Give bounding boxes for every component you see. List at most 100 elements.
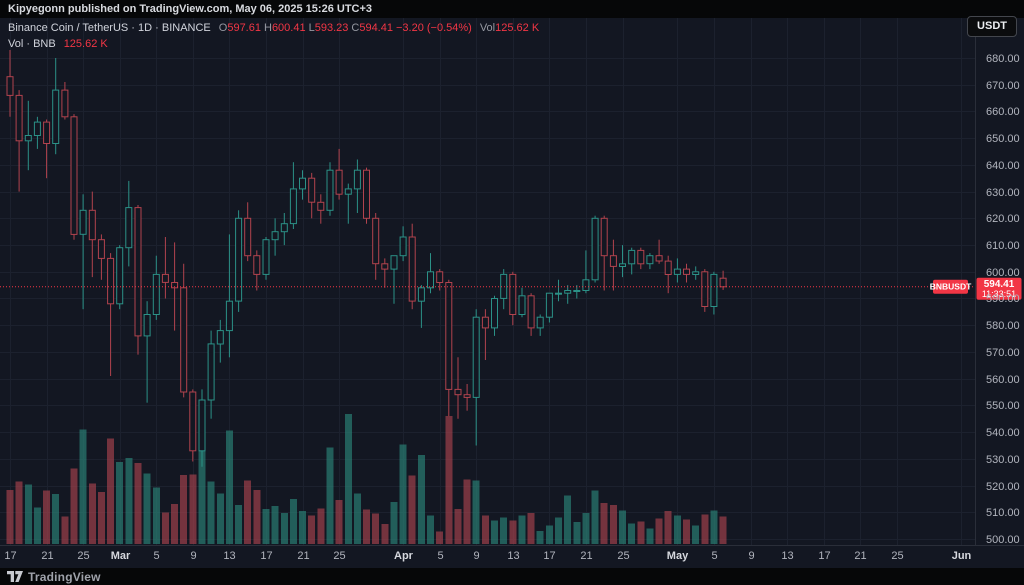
time-tick-label: 17 — [818, 550, 830, 562]
candle — [555, 279, 562, 302]
tradingview-logo-icon[interactable] — [7, 571, 23, 582]
volume-bar — [619, 510, 626, 544]
price-axis-labels[interactable]: 680.00 670.00 660.00 650.00 640.00 630.00 620.… — [986, 53, 1020, 546]
candle — [710, 271, 718, 315]
volume-bar — [180, 474, 188, 544]
volume-bar — [289, 498, 297, 544]
candle — [253, 250, 261, 291]
volume-bar — [189, 474, 197, 544]
time-tick-label: Mar — [111, 550, 131, 562]
candle — [445, 279, 453, 417]
time-tick-label: Jun — [952, 550, 972, 562]
chart-legend: Binance Coin / TetherUS · 1D · BINANCE O… — [8, 21, 539, 51]
price-tick-label: 530.00 — [986, 454, 1020, 466]
time-tick-label: 17 — [260, 550, 272, 562]
candle — [518, 287, 526, 318]
candle — [600, 215, 608, 291]
volume-bar — [710, 510, 718, 544]
svg-text:594.41: 594.41 — [984, 279, 1015, 290]
volume-bar — [573, 522, 581, 544]
time-axis-labels[interactable]: 17 21 25 Mar 5 9 13 17 21 25 Apr 5 9 13 17 21 25 May 5 9 13 1… — [4, 550, 971, 562]
candle — [454, 357, 462, 419]
volume-study-label[interactable]: Vol · BNB — [8, 38, 56, 50]
volume-key: Vol — [479, 22, 496, 34]
time-tick-label: May — [667, 550, 689, 562]
candle — [390, 255, 398, 304]
candle — [399, 226, 407, 262]
candle — [545, 292, 553, 323]
volume-value: 125.62 K — [495, 22, 540, 34]
ohlc-high-value: 600.41 — [271, 22, 306, 34]
volume-bar — [61, 516, 69, 544]
time-tick-label: 21 — [297, 550, 309, 562]
svg-text:BNBUSDT: BNBUSDT — [930, 282, 972, 292]
volume-bar — [143, 473, 151, 544]
publisher-bar: Kipyegonn published on TradingView.com, … — [0, 0, 1024, 18]
time-tick-label: 25 — [77, 550, 89, 562]
volume-bar — [719, 516, 727, 544]
candle — [491, 295, 498, 336]
volume-bar — [673, 515, 681, 544]
volume-bar — [600, 503, 608, 544]
price-tick-label: 570.00 — [986, 347, 1020, 359]
candle — [198, 389, 206, 467]
candle — [116, 245, 124, 310]
volume-bar — [545, 525, 553, 544]
price-tick-label: 640.00 — [986, 160, 1020, 172]
candle — [189, 389, 197, 462]
volume-bar — [454, 509, 462, 544]
candle — [15, 90, 23, 192]
candle — [207, 330, 215, 419]
time-tick-label: 9 — [748, 550, 754, 562]
legend-row-main: Binance Coin / TetherUS · 1D · BINANCE O… — [8, 21, 539, 35]
volume-bar — [253, 489, 261, 544]
volume-bar — [500, 517, 508, 544]
candle — [655, 239, 663, 264]
ohlc-low-key: L — [308, 22, 315, 34]
candle — [573, 285, 581, 299]
volume-bar — [591, 490, 599, 544]
volume-bar — [198, 418, 206, 544]
candle — [664, 255, 672, 294]
price-gridlines — [0, 58, 975, 540]
price-tick-label: 500.00 — [986, 534, 1020, 546]
volume-bar — [390, 502, 398, 544]
time-tick-label: 25 — [333, 550, 345, 562]
candle — [52, 58, 60, 155]
volume-study-value: 125.62 K — [63, 38, 108, 50]
candle — [88, 191, 96, 278]
candle — [308, 172, 316, 219]
volume-bar — [408, 475, 416, 544]
price-tick-label: 650.00 — [986, 133, 1020, 145]
volume-bar — [609, 505, 617, 544]
volume-bar — [280, 513, 288, 544]
candle — [500, 269, 508, 310]
candle — [427, 253, 434, 294]
candle — [609, 239, 617, 291]
chart-title[interactable]: Binance Coin / TetherUS · 1D · BINANCE — [8, 22, 211, 34]
volume-bar — [692, 525, 700, 544]
time-tick-label: Apr — [394, 550, 414, 562]
volume-bar — [582, 513, 590, 544]
volume-bar — [6, 489, 14, 544]
candle — [417, 285, 425, 328]
volume-bar — [417, 454, 425, 544]
candle — [43, 119, 51, 179]
currency-toggle-button[interactable]: USDT — [967, 16, 1017, 37]
legend-row-volume: Vol · BNB 125.62 K — [8, 37, 539, 51]
price-tick-label: 510.00 — [986, 507, 1020, 519]
volume-bar — [225, 430, 233, 544]
candle — [353, 159, 361, 213]
candle — [363, 167, 370, 224]
candle — [107, 253, 115, 376]
volume-bar — [299, 510, 306, 544]
time-tick-label: 9 — [473, 550, 479, 562]
volume-bar — [79, 429, 87, 544]
candle — [33, 116, 41, 149]
tradingview-brand-text[interactable]: TradingView — [28, 569, 101, 584]
volume-bar — [491, 520, 498, 544]
candle — [591, 215, 599, 283]
volume-bar — [235, 505, 243, 544]
candle — [262, 237, 270, 280]
